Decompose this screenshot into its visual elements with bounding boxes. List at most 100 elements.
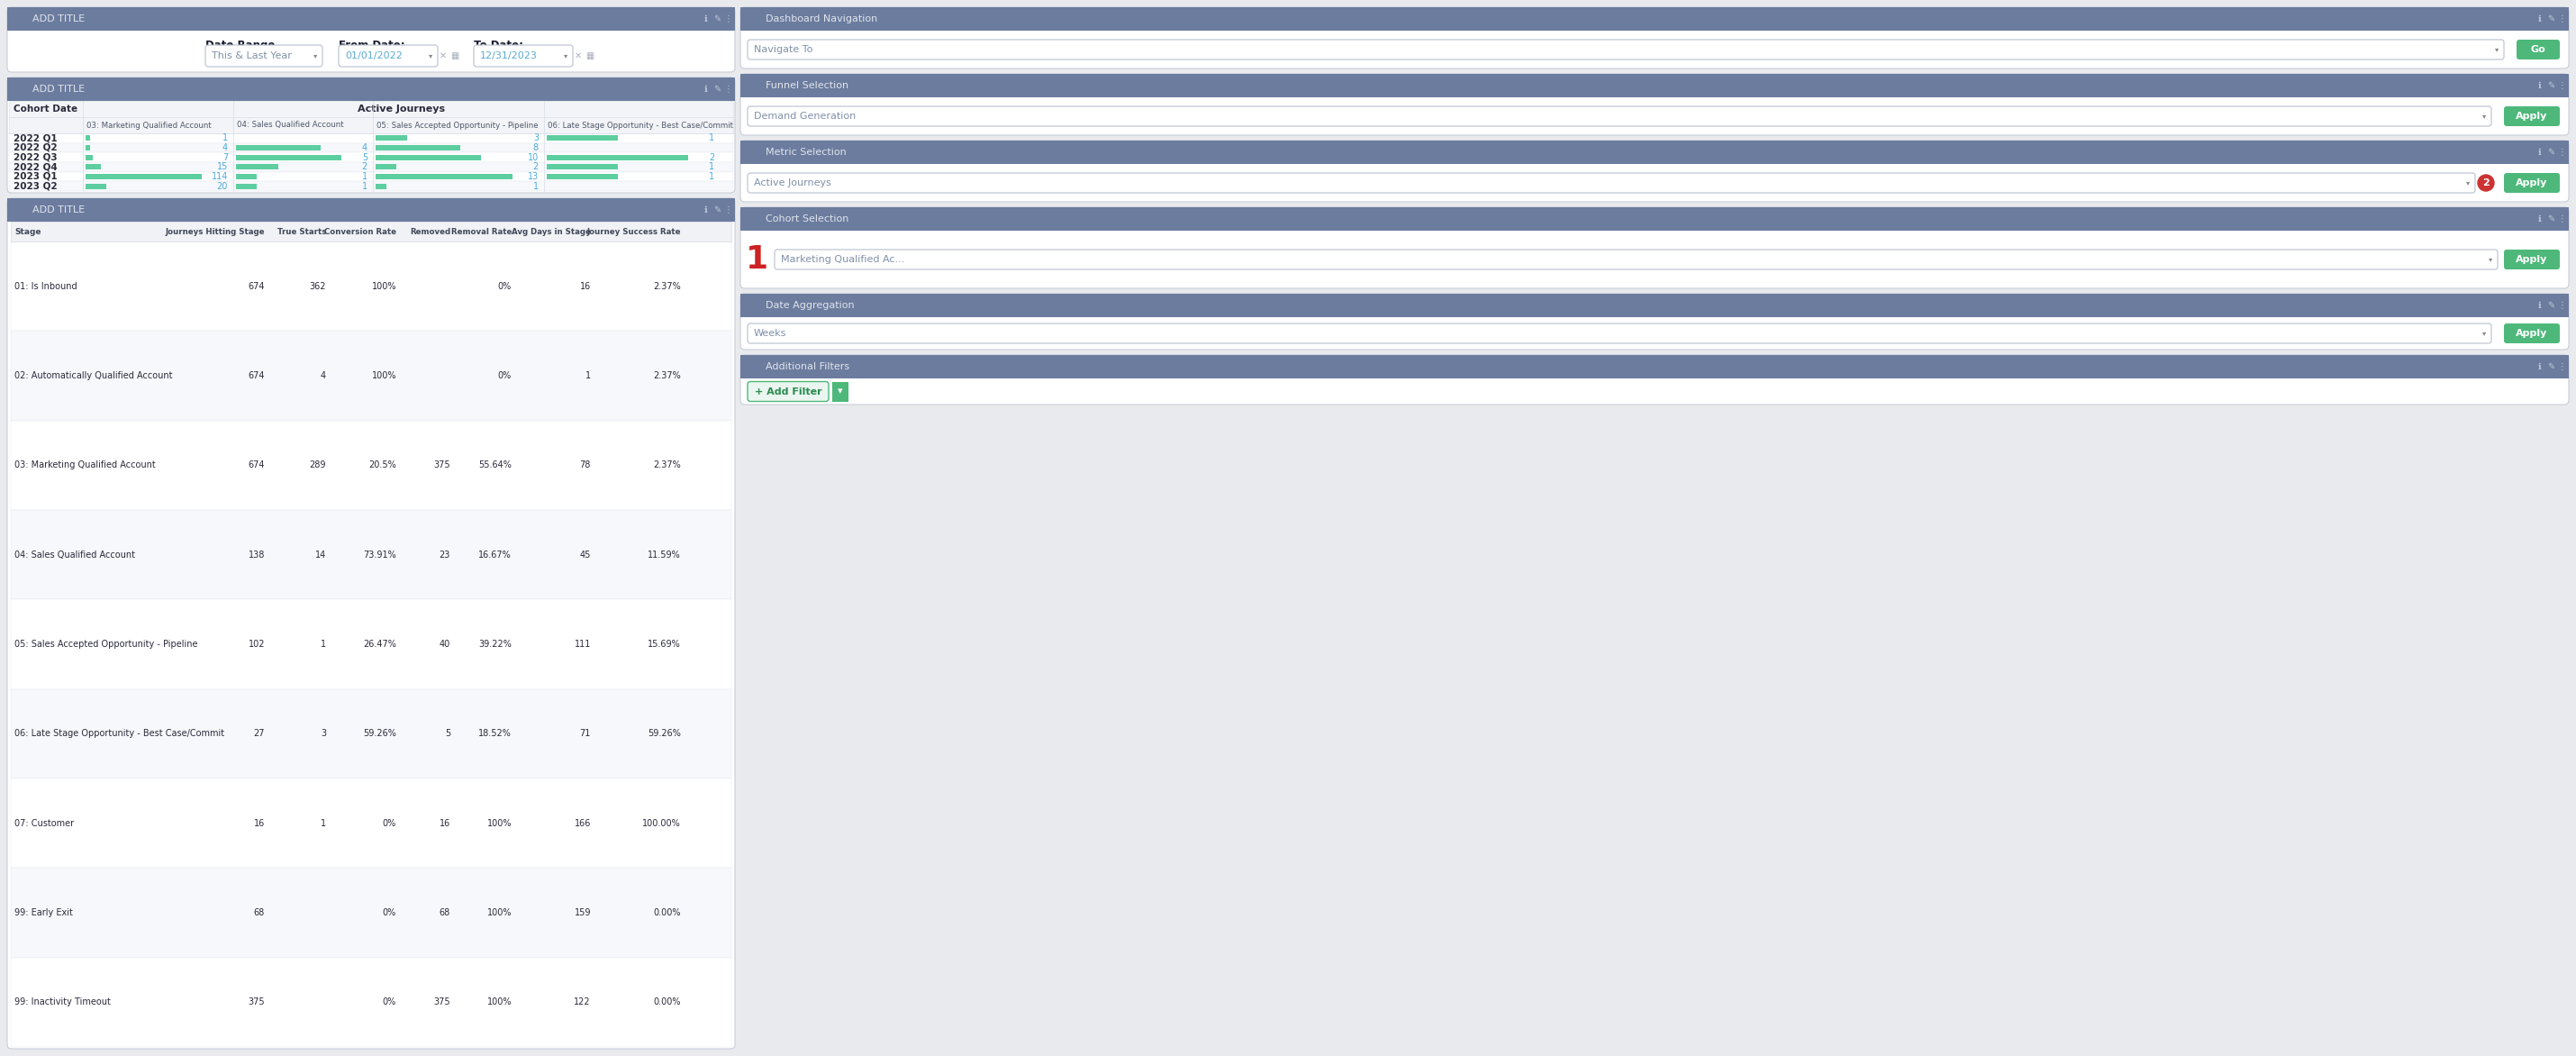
- Bar: [376, 165, 397, 170]
- FancyBboxPatch shape: [8, 7, 734, 31]
- Text: ▾: ▾: [564, 52, 567, 60]
- Bar: [85, 145, 90, 150]
- Bar: [10, 510, 732, 600]
- Text: ▾: ▾: [314, 52, 317, 60]
- Text: 45: 45: [580, 550, 590, 560]
- Bar: [376, 174, 513, 180]
- Text: ✎: ✎: [714, 206, 721, 214]
- Text: Dashboard Navigation: Dashboard Navigation: [765, 15, 878, 23]
- Text: ℹ: ℹ: [2537, 15, 2543, 23]
- Text: 1: 1: [708, 172, 714, 182]
- Bar: [237, 184, 258, 189]
- FancyBboxPatch shape: [8, 7, 734, 72]
- Text: 40: 40: [440, 640, 451, 648]
- Text: 0%: 0%: [384, 998, 397, 1006]
- Bar: [376, 145, 461, 150]
- Bar: [546, 154, 688, 161]
- Text: 3: 3: [533, 134, 538, 143]
- Bar: [8, 89, 734, 101]
- Text: 4: 4: [222, 144, 227, 152]
- Text: 59.26%: 59.26%: [647, 730, 680, 738]
- Bar: [10, 222, 732, 242]
- Text: 674: 674: [247, 282, 265, 290]
- FancyBboxPatch shape: [8, 77, 734, 101]
- Text: 2: 2: [533, 163, 538, 171]
- Text: Go: Go: [2530, 45, 2545, 54]
- Bar: [832, 381, 848, 401]
- Text: ▾: ▾: [837, 386, 842, 396]
- Text: 2022 Q4: 2022 Q4: [13, 163, 57, 171]
- Text: 0.00%: 0.00%: [654, 908, 680, 918]
- Text: 375: 375: [247, 998, 265, 1006]
- Text: Active Journeys: Active Journeys: [755, 178, 832, 187]
- FancyBboxPatch shape: [739, 294, 2568, 350]
- Bar: [85, 174, 201, 180]
- Text: 111: 111: [574, 640, 590, 648]
- FancyBboxPatch shape: [747, 40, 2504, 59]
- FancyBboxPatch shape: [747, 381, 829, 401]
- Bar: [546, 135, 618, 140]
- Text: + Add Filter: + Add Filter: [755, 386, 822, 396]
- Bar: [85, 154, 93, 161]
- Text: ℹ: ℹ: [703, 206, 708, 214]
- Text: ⋮: ⋮: [724, 15, 732, 23]
- Text: ⋮: ⋮: [2558, 214, 2566, 224]
- FancyBboxPatch shape: [739, 207, 2568, 230]
- Text: 1: 1: [222, 134, 227, 143]
- Bar: [376, 154, 482, 161]
- Bar: [739, 355, 2568, 378]
- Text: 20: 20: [216, 182, 227, 191]
- Text: 102: 102: [247, 640, 265, 648]
- Text: ✕: ✕: [574, 52, 582, 60]
- Text: Date Range: Date Range: [206, 40, 276, 52]
- Text: 05: Sales Accepted Opportunity - Pipeline: 05: Sales Accepted Opportunity - Pipelin…: [15, 640, 198, 648]
- Bar: [8, 172, 734, 182]
- Text: 100%: 100%: [371, 282, 397, 290]
- Text: 138: 138: [247, 550, 265, 560]
- FancyBboxPatch shape: [2504, 323, 2561, 343]
- Text: 1: 1: [708, 134, 714, 143]
- Text: ▦: ▦: [451, 52, 459, 60]
- Text: 100%: 100%: [487, 818, 513, 828]
- Text: 11.59%: 11.59%: [647, 550, 680, 560]
- FancyBboxPatch shape: [2504, 249, 2561, 269]
- Text: Apply: Apply: [2517, 112, 2548, 120]
- Text: ⋮: ⋮: [2558, 362, 2566, 372]
- Text: 114: 114: [211, 172, 227, 182]
- Text: Stage: Stage: [15, 227, 41, 235]
- Text: 122: 122: [574, 998, 590, 1006]
- Text: Journey Success Rate: Journey Success Rate: [587, 227, 680, 235]
- Text: 1: 1: [533, 182, 538, 191]
- Text: 1: 1: [363, 172, 368, 182]
- FancyBboxPatch shape: [739, 74, 2568, 97]
- Text: 20.5%: 20.5%: [368, 460, 397, 470]
- Text: ℹ: ℹ: [703, 84, 708, 94]
- Text: ⋮: ⋮: [724, 84, 732, 94]
- Bar: [8, 152, 734, 163]
- Text: ⋮: ⋮: [2558, 148, 2566, 156]
- Bar: [237, 154, 343, 161]
- Text: 2.37%: 2.37%: [654, 372, 680, 380]
- Bar: [10, 420, 732, 510]
- FancyBboxPatch shape: [739, 294, 2568, 317]
- Text: ℹ: ℹ: [2537, 214, 2543, 224]
- Text: 06: Late Stage Opportunity - Best Case/Commit: 06: Late Stage Opportunity - Best Case/C…: [549, 121, 734, 129]
- Text: ▾: ▾: [2465, 178, 2470, 187]
- Bar: [739, 7, 2568, 31]
- Text: ✎: ✎: [2548, 148, 2555, 156]
- Text: Apply: Apply: [2517, 254, 2548, 264]
- Text: ℹ: ℹ: [703, 15, 708, 23]
- Text: ℹ: ℹ: [2537, 148, 2543, 156]
- FancyBboxPatch shape: [2504, 173, 2561, 193]
- Bar: [8, 77, 734, 101]
- Text: 2: 2: [708, 153, 714, 162]
- Text: 1: 1: [708, 163, 714, 171]
- Text: Navigate To: Navigate To: [755, 45, 814, 54]
- Text: 2.37%: 2.37%: [654, 460, 680, 470]
- Text: 16.67%: 16.67%: [479, 550, 513, 560]
- Bar: [10, 958, 732, 1046]
- Text: ⋮: ⋮: [2558, 301, 2566, 310]
- Text: 2.37%: 2.37%: [654, 282, 680, 290]
- Text: 26.47%: 26.47%: [363, 640, 397, 648]
- Bar: [8, 19, 734, 31]
